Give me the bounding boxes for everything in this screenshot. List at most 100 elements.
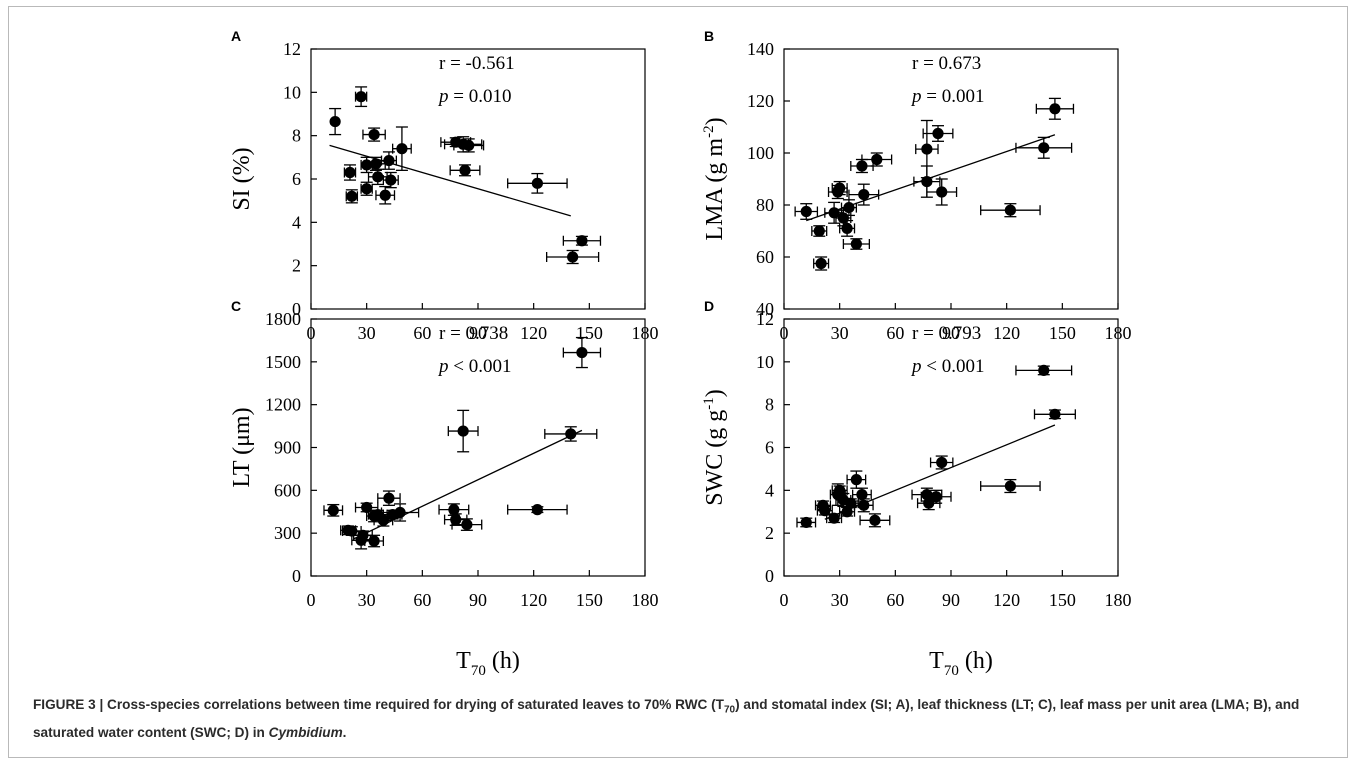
data-point-d <box>920 489 952 504</box>
y-tick-label-a: 0 <box>292 299 301 319</box>
y-tick-label-d: 8 <box>765 395 774 415</box>
y-tick-label-c: 1200 <box>265 395 301 415</box>
marker-c <box>377 514 389 526</box>
y-tick-label-a: 4 <box>292 212 301 232</box>
y-tick-label-d: 10 <box>756 352 774 372</box>
data-point-b <box>839 219 856 237</box>
x-axis-title-d: T70 (h) <box>929 648 993 679</box>
data-point-d <box>1015 364 1073 376</box>
y-tick-label-a: 2 <box>292 256 301 276</box>
marker-b <box>921 143 933 155</box>
marker-c <box>346 525 358 537</box>
data-point-b <box>1015 136 1073 159</box>
data-point-c <box>447 409 479 453</box>
data-point-a <box>329 107 342 136</box>
r-value-c: r = 0.738 <box>439 323 508 344</box>
caption-genus: Cymbidium <box>268 724 343 740</box>
data-point-c <box>544 426 598 442</box>
marker-d <box>869 514 881 526</box>
data-point-a <box>546 249 600 265</box>
panel-label-a: A <box>231 28 241 44</box>
data-point-a <box>507 172 568 194</box>
x-tick-label-a: 60 <box>413 323 431 343</box>
panel-label-b: B <box>704 28 714 44</box>
y-tick-label-a: 6 <box>292 169 301 189</box>
panel-label-d: D <box>704 298 714 314</box>
marker-a <box>329 115 341 128</box>
marker-c <box>357 529 369 541</box>
marker-c <box>565 428 577 440</box>
marker-a <box>370 158 382 170</box>
data-point-b <box>831 180 848 196</box>
y-tick-label-b: 40 <box>756 299 774 319</box>
marker-a <box>355 91 367 103</box>
marker-b <box>936 186 948 198</box>
marker-b <box>843 202 855 214</box>
x-tick-label-d: 180 <box>1105 590 1132 610</box>
data-point-d <box>842 497 859 509</box>
x-tick-label-b: 30 <box>831 323 849 343</box>
marker-b <box>813 225 825 237</box>
data-point-b <box>840 199 858 217</box>
data-point-b <box>811 225 828 237</box>
data-point-b <box>980 203 1041 218</box>
marker-b <box>815 257 827 270</box>
y-tick-label-c: 300 <box>274 523 301 543</box>
marker-c <box>531 504 543 516</box>
y-tick-label-b: 140 <box>747 39 774 59</box>
marker-a <box>576 235 588 247</box>
caption-subscript: 70 <box>723 704 736 716</box>
marker-c <box>450 514 462 526</box>
x-tick-label-c: 90 <box>469 590 487 610</box>
data-point-d <box>853 498 874 513</box>
data-point-c <box>507 504 568 516</box>
data-point-b <box>861 152 893 167</box>
y-axis-title-a: SI (%) <box>229 147 255 210</box>
y-tick-label-a: 12 <box>283 39 301 59</box>
marker-d <box>845 497 857 509</box>
marker-c <box>383 492 395 504</box>
data-point-c <box>451 518 483 531</box>
marker-a <box>396 143 408 155</box>
data-point-d <box>929 455 954 470</box>
data-point-d <box>831 484 848 496</box>
data-point-c <box>323 503 344 517</box>
data-point-a <box>360 181 373 196</box>
r-value-a: r = -0.561 <box>439 53 515 74</box>
y-axis-title-c: LT (μm) <box>229 407 255 487</box>
marker-d <box>828 512 840 524</box>
p-value-d: p < 0.001 <box>910 356 984 377</box>
data-point-d <box>846 470 867 489</box>
y-tick-label-d: 2 <box>765 523 774 543</box>
marker-a <box>379 189 391 201</box>
caption-prefix: FIGURE 3 | Cross-species correlations be… <box>33 697 724 712</box>
r-value-d: r = 0.793 <box>912 323 981 344</box>
marker-d <box>858 499 870 511</box>
x-tick-label-c: 0 <box>307 590 316 610</box>
data-point-d <box>859 513 891 528</box>
marker-d <box>930 491 942 503</box>
y-tick-label-d: 4 <box>765 480 774 500</box>
data-point-a <box>354 86 368 108</box>
marker-d <box>936 456 948 469</box>
marker-d <box>923 497 935 509</box>
marker-c <box>448 504 460 516</box>
data-point-a <box>375 185 396 205</box>
data-point-d <box>826 512 843 524</box>
x-axis-title-c: T70 (h) <box>456 648 520 679</box>
x-tick-label-c: 180 <box>632 590 659 610</box>
marker-c <box>368 535 380 547</box>
data-point-a <box>449 164 481 177</box>
marker-b <box>858 189 870 201</box>
x-tick-label-d: 150 <box>1049 590 1076 610</box>
marker-a <box>463 139 475 152</box>
data-point-c <box>364 534 385 548</box>
marker-d <box>1038 364 1050 376</box>
marker-a <box>372 171 384 183</box>
data-point-a <box>453 138 485 153</box>
data-point-b <box>922 125 954 142</box>
x-tick-label-d: 30 <box>831 590 849 610</box>
